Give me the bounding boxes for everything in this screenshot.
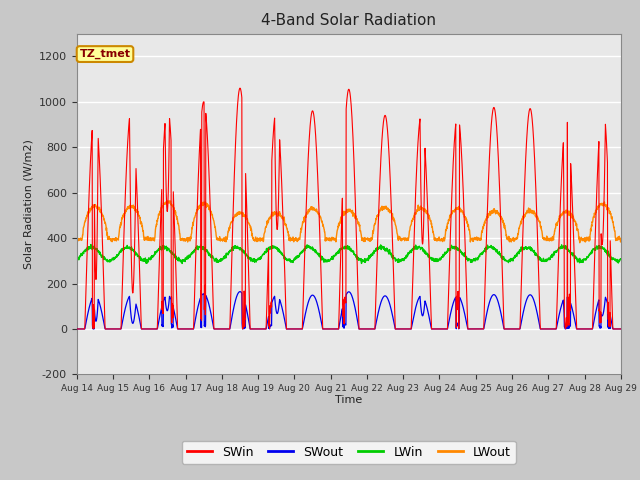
LWin bbox=[225, 249, 233, 254]
SWout bbox=[236, 289, 244, 295]
SWin bbox=[617, 326, 625, 332]
SWin bbox=[569, 215, 577, 221]
Line: SWin: SWin bbox=[77, 88, 621, 329]
Line: LWout: LWout bbox=[77, 201, 621, 243]
LWout bbox=[365, 236, 372, 241]
SWin bbox=[225, 326, 232, 332]
SWin bbox=[236, 85, 244, 91]
SWin bbox=[365, 326, 372, 332]
SWin bbox=[376, 165, 384, 171]
LWin bbox=[179, 261, 186, 266]
SWout bbox=[365, 326, 372, 332]
LWout bbox=[73, 234, 81, 240]
SWout bbox=[584, 326, 592, 332]
Line: LWin: LWin bbox=[77, 244, 621, 264]
Title: 4-Band Solar Radiation: 4-Band Solar Radiation bbox=[261, 13, 436, 28]
LWout bbox=[584, 236, 592, 241]
Y-axis label: Solar Radiation (W/m2): Solar Radiation (W/m2) bbox=[24, 139, 33, 269]
LWout bbox=[164, 198, 172, 204]
LWout bbox=[507, 238, 515, 243]
LWout bbox=[225, 228, 232, 234]
LWin bbox=[73, 257, 81, 263]
LWin bbox=[87, 241, 95, 247]
SWout bbox=[73, 326, 81, 332]
X-axis label: Time: Time bbox=[335, 395, 362, 405]
LWout bbox=[376, 206, 384, 212]
LWout bbox=[569, 215, 577, 221]
LWin bbox=[365, 253, 372, 259]
Legend: SWin, SWout, LWin, LWout: SWin, SWout, LWin, LWout bbox=[182, 441, 516, 464]
LWin bbox=[377, 242, 385, 248]
SWout bbox=[617, 326, 625, 332]
SWout bbox=[569, 309, 577, 314]
LWin bbox=[508, 258, 515, 264]
SWin bbox=[73, 326, 81, 332]
SWout bbox=[376, 301, 384, 307]
LWin bbox=[584, 254, 592, 260]
LWin bbox=[617, 256, 625, 262]
SWin bbox=[584, 326, 592, 332]
LWin bbox=[570, 250, 577, 256]
SWout bbox=[507, 326, 515, 332]
SWin bbox=[507, 326, 515, 332]
Line: SWout: SWout bbox=[77, 292, 621, 329]
LWout bbox=[617, 238, 625, 243]
LWout bbox=[576, 240, 584, 246]
Text: TZ_tmet: TZ_tmet bbox=[79, 49, 131, 59]
SWout bbox=[225, 326, 232, 332]
